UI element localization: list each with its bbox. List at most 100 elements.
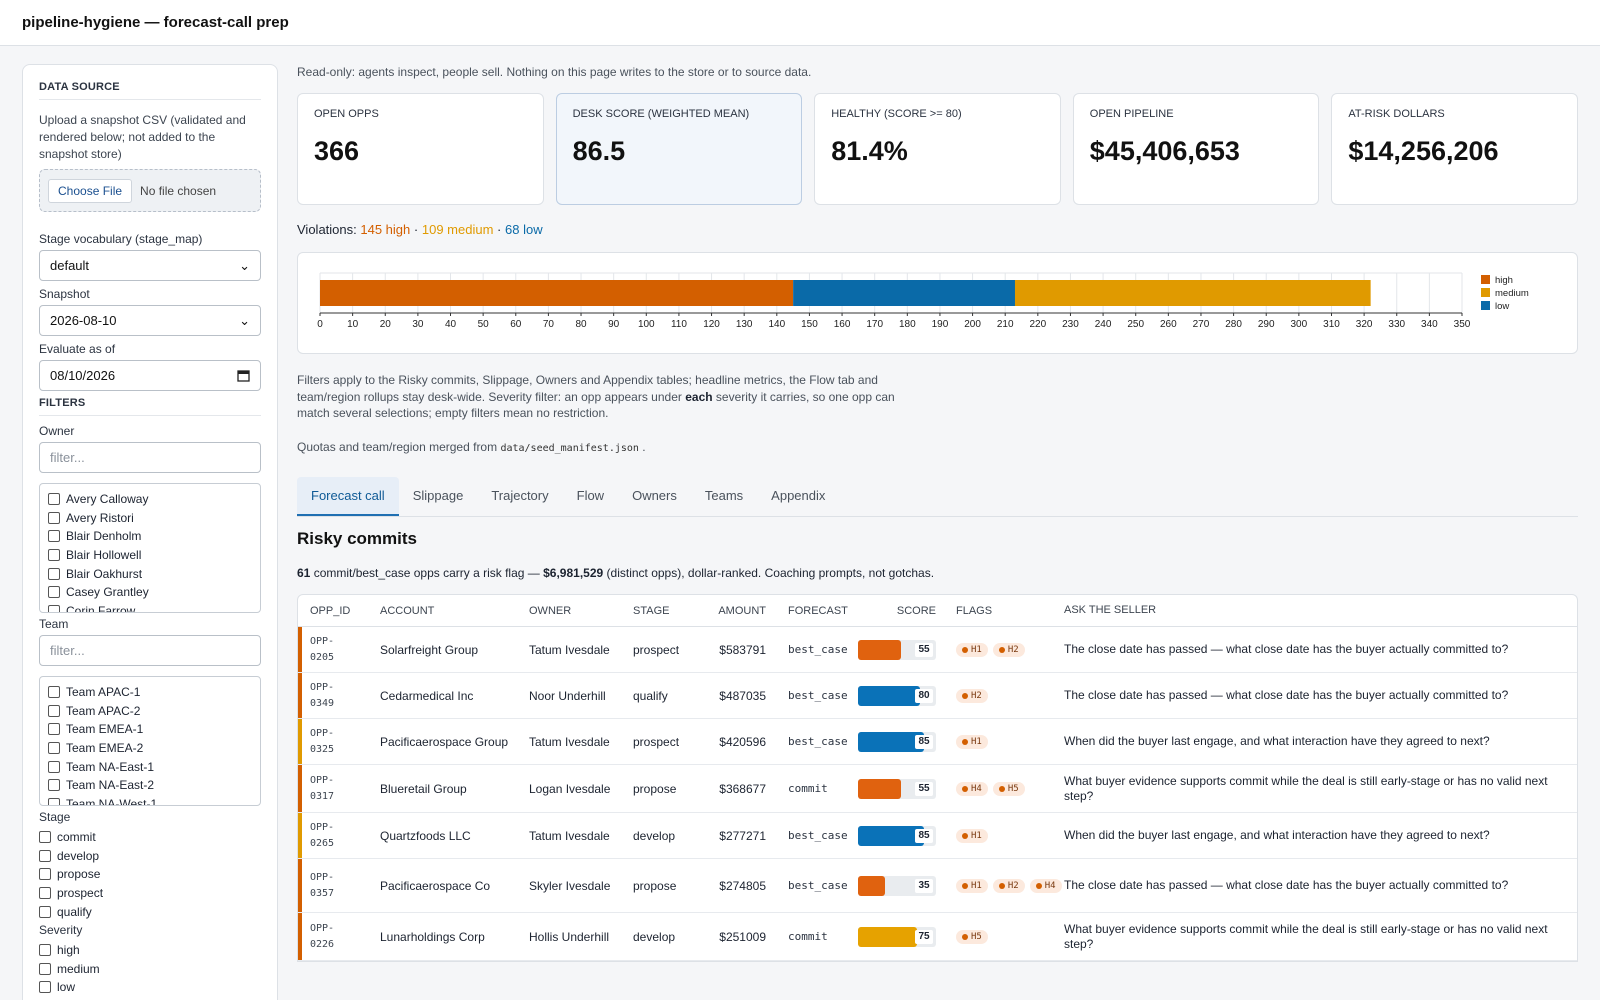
checkbox[interactable] bbox=[48, 511, 60, 524]
checkbox[interactable] bbox=[48, 686, 60, 699]
severity-option[interactable]: low bbox=[39, 978, 261, 997]
checkbox[interactable] bbox=[39, 868, 51, 881]
team-option[interactable]: Team EMEA-1 bbox=[48, 720, 252, 739]
checkbox[interactable] bbox=[48, 549, 60, 562]
owner-option[interactable]: Avery Calloway bbox=[48, 490, 252, 509]
file-upload[interactable]: Choose File No file chosen bbox=[39, 169, 261, 212]
checkbox[interactable] bbox=[39, 905, 51, 918]
main-content: Read-only: agents inspect, people sell. … bbox=[297, 46, 1578, 962]
table-row[interactable]: OPP- 0349 Cedarmedical Inc Noor Underhill qu… bbox=[298, 673, 1577, 719]
choose-file-button[interactable]: Choose File bbox=[48, 178, 133, 203]
evaluate-label: Evaluate as of bbox=[39, 342, 116, 356]
flag-dot-icon bbox=[962, 646, 968, 653]
filters-note-part: Filters apply to the Risky commits, Slip… bbox=[297, 373, 878, 404]
checkbox[interactable] bbox=[48, 704, 60, 717]
table-row[interactable]: OPP- 0325 Pacificaerospace Group Tatum Ives… bbox=[298, 719, 1577, 765]
option-label: high bbox=[57, 943, 80, 958]
checkbox[interactable] bbox=[48, 530, 60, 543]
checkbox[interactable] bbox=[39, 981, 51, 994]
severity-option[interactable]: high bbox=[39, 941, 261, 960]
team-checklist[interactable]: Team APAC-1 Team APAC-2 Team EMEA-1 Team EM… bbox=[39, 676, 261, 806]
team-option[interactable]: Team APAC-2 bbox=[48, 702, 252, 721]
x-tick-label: 0 bbox=[317, 319, 323, 330]
stage-option[interactable]: develop bbox=[39, 847, 261, 866]
table-row[interactable]: OPP- 0317 Blueretail Group Logan Ivesdale pr… bbox=[298, 765, 1577, 813]
owner-checklist[interactable]: Avery Calloway Avery Ristori Blair Denholm… bbox=[39, 483, 261, 613]
legend-label-low: low bbox=[1495, 301, 1509, 312]
option-label: propose bbox=[57, 867, 101, 882]
checkbox[interactable] bbox=[48, 493, 60, 506]
account-cell: Cedarmedical Inc bbox=[380, 688, 474, 703]
x-tick-label: 190 bbox=[932, 319, 949, 330]
team-option[interactable]: Team NA-East-1 bbox=[48, 757, 252, 776]
col-header-score[interactable]: SCORE bbox=[896, 604, 936, 617]
table-row[interactable]: OPP- 0265 Quartzfoods LLC Tatum Ivesdale dev… bbox=[298, 813, 1577, 859]
tab-teams[interactable]: Teams bbox=[704, 488, 744, 503]
col-header-owner[interactable]: OWNER bbox=[529, 604, 572, 617]
checkbox[interactable] bbox=[39, 831, 51, 844]
checkbox[interactable] bbox=[48, 723, 60, 736]
table-row[interactable]: OPP- 0205 Solarfreight Group Tatum Ivesdale… bbox=[298, 627, 1577, 673]
owner-option[interactable]: Avery Ristori bbox=[48, 509, 252, 528]
checkbox[interactable] bbox=[39, 849, 51, 862]
severity-rail bbox=[298, 765, 302, 812]
team-filter-input[interactable]: filter... bbox=[39, 635, 261, 666]
checkbox[interactable] bbox=[48, 742, 60, 755]
owner-cell: Noor Underhill bbox=[529, 688, 606, 703]
team-option[interactable]: Team NA-West-1 bbox=[48, 795, 252, 805]
tab-owners[interactable]: Owners bbox=[632, 488, 677, 503]
table-row[interactable]: OPP- 0226 Lunarholdings Corp Hollis Underhi… bbox=[298, 913, 1577, 961]
stage-cell: prospect bbox=[633, 642, 680, 657]
flags-cell: H1 H2 H4 bbox=[950, 878, 1064, 893]
checkbox[interactable] bbox=[39, 944, 51, 957]
owner-option[interactable]: Corin Farrow bbox=[48, 602, 252, 612]
summary-text: (distinct opps), dollar-ranked. Coaching… bbox=[606, 566, 935, 580]
stage-vocab-select[interactable]: default ⌄ bbox=[39, 250, 261, 281]
col-header-forecast[interactable]: FORECAST bbox=[788, 604, 848, 617]
checkbox[interactable] bbox=[39, 962, 51, 975]
owner-option[interactable]: Blair Denholm bbox=[48, 527, 252, 546]
col-header-account[interactable]: ACCOUNT bbox=[380, 604, 435, 617]
calendar-icon[interactable] bbox=[237, 369, 250, 382]
option-label: low bbox=[57, 980, 76, 995]
flag-dot-icon bbox=[962, 832, 968, 839]
owner-option[interactable]: Blair Oakhurst bbox=[48, 564, 252, 583]
ask-cell: What buyer evidence supports commit whil… bbox=[1064, 921, 1548, 951]
checkbox[interactable] bbox=[48, 567, 60, 580]
checkbox[interactable] bbox=[48, 604, 60, 612]
tab-trajectory[interactable]: Trajectory bbox=[491, 488, 549, 503]
checkbox[interactable] bbox=[48, 797, 60, 805]
kpi-card-healthy: HEALTHY (SCORE >= 80) 81.4% bbox=[814, 93, 1061, 205]
team-option[interactable]: Team NA-East-2 bbox=[48, 776, 252, 795]
tab-forecast-call[interactable]: Forecast call bbox=[297, 477, 399, 516]
stage-option[interactable]: propose bbox=[39, 865, 261, 884]
tab-slippage[interactable]: Slippage bbox=[412, 488, 464, 503]
stage-option[interactable]: prospect bbox=[39, 884, 261, 903]
col-header-ask[interactable]: ASK THE SELLER bbox=[1064, 604, 1157, 616]
checkbox[interactable] bbox=[39, 887, 51, 900]
team-option[interactable]: Team APAC-1 bbox=[48, 683, 252, 702]
owner-option[interactable]: Casey Grantley bbox=[48, 583, 252, 602]
team-option[interactable]: Team EMEA-2 bbox=[48, 739, 252, 758]
tab-flow[interactable]: Flow bbox=[576, 488, 605, 503]
checkbox[interactable] bbox=[48, 779, 60, 792]
ask-cell: The close date has passed — what close d… bbox=[1064, 878, 1509, 892]
col-header-flags[interactable]: FLAGS bbox=[956, 604, 993, 617]
stage-option[interactable]: qualify bbox=[39, 902, 261, 921]
snapshot-select[interactable]: 2026-08-10 ⌄ bbox=[39, 305, 261, 336]
owner-filter-input[interactable]: filter... bbox=[39, 442, 261, 473]
stage-option[interactable]: commit bbox=[39, 828, 261, 847]
table-row[interactable]: OPP- 0357 Pacificaerospace Co Skyler Ivesda… bbox=[298, 859, 1577, 913]
score-cell: 55 bbox=[858, 778, 950, 799]
x-tick-label: 210 bbox=[997, 319, 1014, 330]
evaluate-date-input[interactable]: 08/10/2026 bbox=[39, 360, 261, 391]
col-header-stage[interactable]: STAGE bbox=[633, 604, 670, 617]
owner-option[interactable]: Blair Hollowell bbox=[48, 546, 252, 565]
checkbox[interactable] bbox=[48, 586, 60, 599]
tab-appendix[interactable]: Appendix bbox=[771, 488, 826, 503]
col-header-opp-id[interactable]: OPP_ID bbox=[310, 604, 351, 617]
col-header-amount[interactable]: AMOUNT bbox=[718, 604, 766, 617]
option-label: Casey Grantley bbox=[66, 585, 149, 600]
checkbox[interactable] bbox=[48, 760, 60, 773]
severity-option[interactable]: medium bbox=[39, 960, 261, 979]
